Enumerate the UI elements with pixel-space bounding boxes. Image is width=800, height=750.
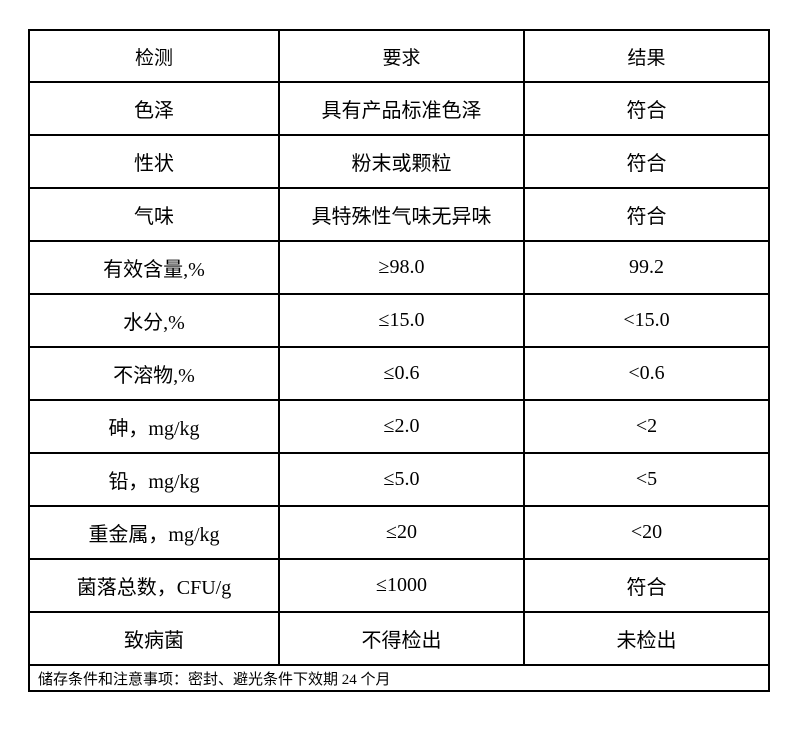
requirement-cell: ≤2.0 [278, 399, 525, 454]
table-row: 色泽 具有产品标准色泽 符合 [28, 81, 770, 136]
table-row: 不溶物,% ≤0.6 <0.6 [28, 346, 770, 401]
result-cell: <15.0 [523, 293, 770, 348]
table-row: 性状 粉末或颗粒 符合 [28, 134, 770, 189]
requirement-cell: ≥98.0 [278, 240, 525, 295]
table-row: 砷，mg/kg ≤2.0 <2 [28, 399, 770, 454]
test-item-cell: 菌落总数，CFU/g [28, 558, 280, 613]
table-row: 有效含量,% ≥98.0 99.2 [28, 240, 770, 295]
result-cell: 符合 [523, 134, 770, 189]
table-row: 气味 具特殊性气味无异味 符合 [28, 187, 770, 242]
result-cell: 符合 [523, 558, 770, 613]
table-footer-row: 储存条件和注意事项：密封、避光条件下效期 24 个月 [28, 664, 770, 692]
table-row: 水分,% ≤15.0 <15.0 [28, 293, 770, 348]
result-cell: 未检出 [523, 611, 770, 666]
result-cell: 符合 [523, 187, 770, 242]
result-cell: <5 [523, 452, 770, 507]
result-cell: 99.2 [523, 240, 770, 295]
test-item-cell: 砷，mg/kg [28, 399, 280, 454]
test-item-cell: 重金属，mg/kg [28, 505, 280, 560]
table-row: 铅，mg/kg ≤5.0 <5 [28, 452, 770, 507]
requirement-cell: 具特殊性气味无异味 [278, 187, 525, 242]
header-cell-test: 检测 [28, 29, 280, 83]
header-cell-requirement: 要求 [278, 29, 525, 83]
requirement-cell: ≤5.0 [278, 452, 525, 507]
requirement-cell: ≤1000 [278, 558, 525, 613]
requirement-cell: ≤20 [278, 505, 525, 560]
test-item-cell: 色泽 [28, 81, 280, 136]
table-header-row: 检测 要求 结果 [28, 29, 770, 83]
result-cell: 符合 [523, 81, 770, 136]
table-row: 菌落总数，CFU/g ≤1000 符合 [28, 558, 770, 613]
table-row: 重金属，mg/kg ≤20 <20 [28, 505, 770, 560]
test-item-cell: 铅，mg/kg [28, 452, 280, 507]
requirement-cell: 粉末或颗粒 [278, 134, 525, 189]
test-item-cell: 致病菌 [28, 611, 280, 666]
inspection-table: 检测 要求 结果 色泽 具有产品标准色泽 符合 性状 粉末或颗粒 符合 气味 具… [28, 29, 770, 692]
test-item-cell: 有效含量,% [28, 240, 280, 295]
table-row: 致病菌 不得检出 未检出 [28, 611, 770, 666]
requirement-cell: ≤15.0 [278, 293, 525, 348]
test-item-cell: 水分,% [28, 293, 280, 348]
header-cell-result: 结果 [523, 29, 770, 83]
test-item-cell: 性状 [28, 134, 280, 189]
result-cell: <2 [523, 399, 770, 454]
requirement-cell: ≤0.6 [278, 346, 525, 401]
requirement-cell: 不得检出 [278, 611, 525, 666]
result-cell: <0.6 [523, 346, 770, 401]
storage-conditions-note: 储存条件和注意事项：密封、避光条件下效期 24 个月 [28, 664, 770, 692]
test-item-cell: 气味 [28, 187, 280, 242]
requirement-cell: 具有产品标准色泽 [278, 81, 525, 136]
test-item-cell: 不溶物,% [28, 346, 280, 401]
result-cell: <20 [523, 505, 770, 560]
